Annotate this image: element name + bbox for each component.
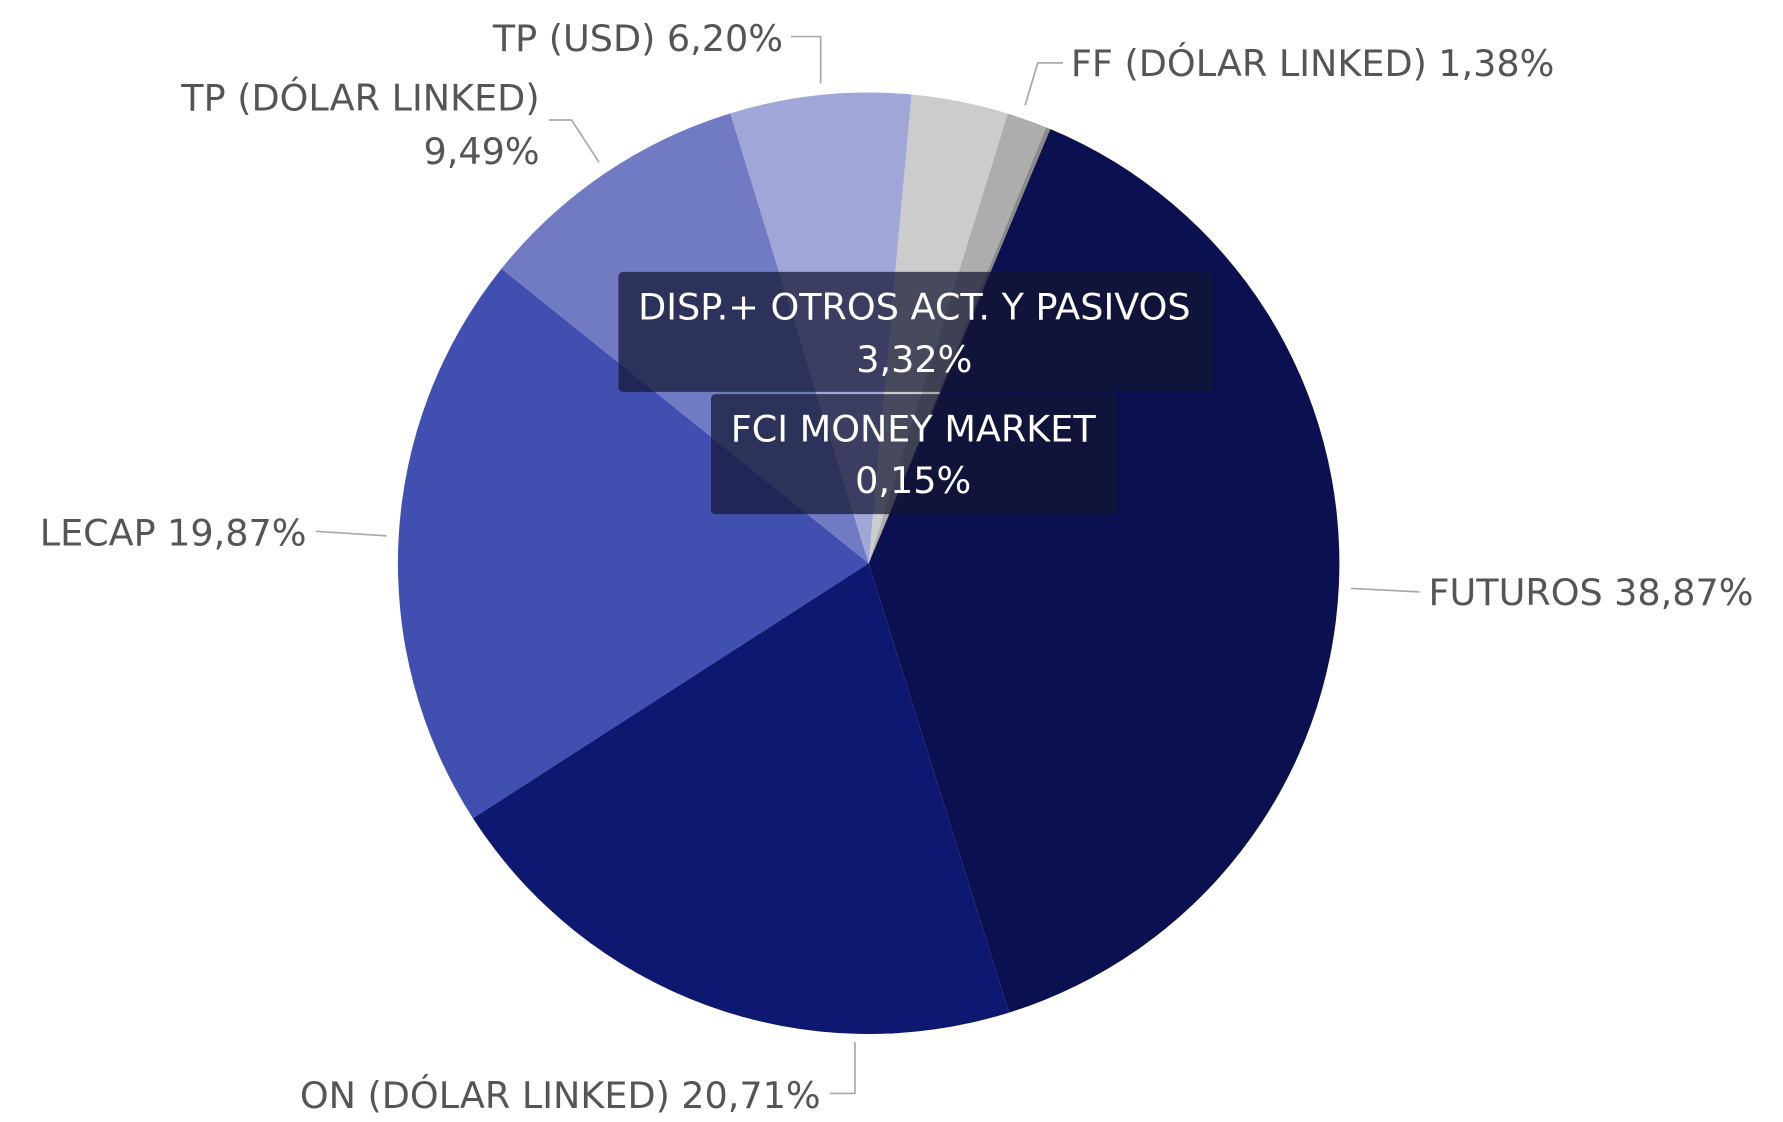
callout-box	[618, 271, 1213, 392]
slice-label: 0,15%	[855, 459, 971, 502]
value-label: 6,20%	[667, 16, 783, 59]
category-name: LECAP	[40, 511, 156, 554]
value-label: 19,87%	[167, 511, 306, 554]
category-name: ON (DÓLAR LINKED)	[300, 1072, 670, 1116]
value-label: 38,87%	[1614, 571, 1753, 614]
category-name: TP (DÓLAR LINKED)	[180, 75, 539, 119]
leader-line	[315, 530, 387, 537]
leader-line	[829, 1042, 856, 1095]
value-label: 9,49%	[423, 130, 539, 173]
leader-line	[548, 119, 600, 163]
slice-label: ON (DÓLAR LINKED) 20,71%	[300, 1072, 821, 1116]
slice-label: TP (USD) 6,20%	[492, 16, 783, 59]
slice-label: LECAP 19,87%	[40, 511, 307, 554]
category-name: FUTUROS	[1429, 571, 1603, 614]
slice-label: FF (DÓLAR LINKED) 1,38%	[1071, 41, 1555, 85]
category-name: TP (USD)	[492, 16, 656, 59]
pie-slice	[397, 268, 869, 819]
slice-label: FCI MONEY MARKET	[731, 407, 1097, 450]
value-label: 20,71%	[681, 1073, 820, 1116]
value-label: 3,32%	[856, 338, 972, 381]
category-name: FCI MONEY MARKET	[731, 407, 1097, 450]
value-label: 1,38%	[1438, 42, 1554, 85]
slice-label: 9,49%	[423, 130, 539, 173]
slice-label: FUTUROS 38,87%	[1429, 571, 1754, 614]
callout-box	[710, 394, 1117, 515]
leader-line	[1350, 587, 1420, 593]
slice-label: 3,32%	[856, 338, 972, 381]
pie-slice	[472, 563, 1010, 1035]
data-callout: DISP.+ OTROS ACT. Y PASIVOS 3,32%	[618, 271, 1213, 392]
value-label: 0,15%	[855, 459, 971, 502]
slice-label: TP (DÓLAR LINKED)	[180, 75, 539, 119]
leader-line	[1024, 61, 1063, 106]
leader-line	[790, 35, 822, 84]
category-name: FF (DÓLAR LINKED)	[1071, 41, 1427, 85]
slice-label: DISP.+ OTROS ACT. Y PASIVOS	[638, 285, 1190, 328]
data-callout: FCI MONEY MARKET 0,15%	[710, 394, 1117, 515]
category-name: DISP.+ OTROS ACT. Y PASIVOS	[638, 285, 1190, 328]
